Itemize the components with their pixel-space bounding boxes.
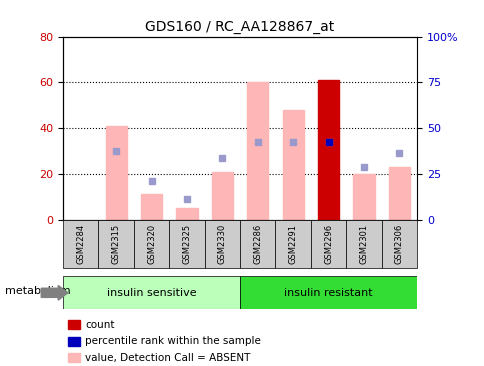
Text: percentile rank within the sample: percentile rank within the sample <box>85 336 260 347</box>
Text: GSM2325: GSM2325 <box>182 224 191 264</box>
Bar <box>247 82 268 220</box>
Bar <box>318 80 338 220</box>
Text: GSM2284: GSM2284 <box>76 224 85 264</box>
Bar <box>353 174 374 220</box>
FancyBboxPatch shape <box>310 220 346 268</box>
FancyBboxPatch shape <box>240 276 416 309</box>
FancyBboxPatch shape <box>275 220 310 268</box>
Bar <box>106 126 126 220</box>
Bar <box>141 194 162 220</box>
Bar <box>388 167 409 220</box>
Text: count: count <box>85 320 114 330</box>
Text: insulin resistant: insulin resistant <box>284 288 372 298</box>
Title: GDS160 / RC_AA128867_at: GDS160 / RC_AA128867_at <box>145 20 334 34</box>
Text: GSM2306: GSM2306 <box>394 224 403 264</box>
FancyBboxPatch shape <box>240 220 275 268</box>
FancyBboxPatch shape <box>63 220 98 268</box>
FancyBboxPatch shape <box>134 220 169 268</box>
Text: GSM2315: GSM2315 <box>111 224 121 264</box>
FancyBboxPatch shape <box>346 220 381 268</box>
Bar <box>282 110 303 220</box>
FancyBboxPatch shape <box>381 220 416 268</box>
Text: GSM2320: GSM2320 <box>147 224 156 264</box>
Text: GSM2296: GSM2296 <box>323 224 333 264</box>
FancyBboxPatch shape <box>63 276 240 309</box>
Text: GSM2291: GSM2291 <box>288 224 297 264</box>
FancyBboxPatch shape <box>204 220 240 268</box>
FancyBboxPatch shape <box>98 220 134 268</box>
Text: GSM2330: GSM2330 <box>217 224 227 264</box>
Bar <box>176 208 197 220</box>
Text: metabolism: metabolism <box>5 286 70 296</box>
FancyBboxPatch shape <box>169 220 204 268</box>
Text: GSM2286: GSM2286 <box>253 224 262 264</box>
Text: insulin sensitive: insulin sensitive <box>106 288 196 298</box>
Text: value, Detection Call = ABSENT: value, Detection Call = ABSENT <box>85 353 250 363</box>
Text: GSM2301: GSM2301 <box>359 224 368 264</box>
Bar <box>212 172 232 220</box>
